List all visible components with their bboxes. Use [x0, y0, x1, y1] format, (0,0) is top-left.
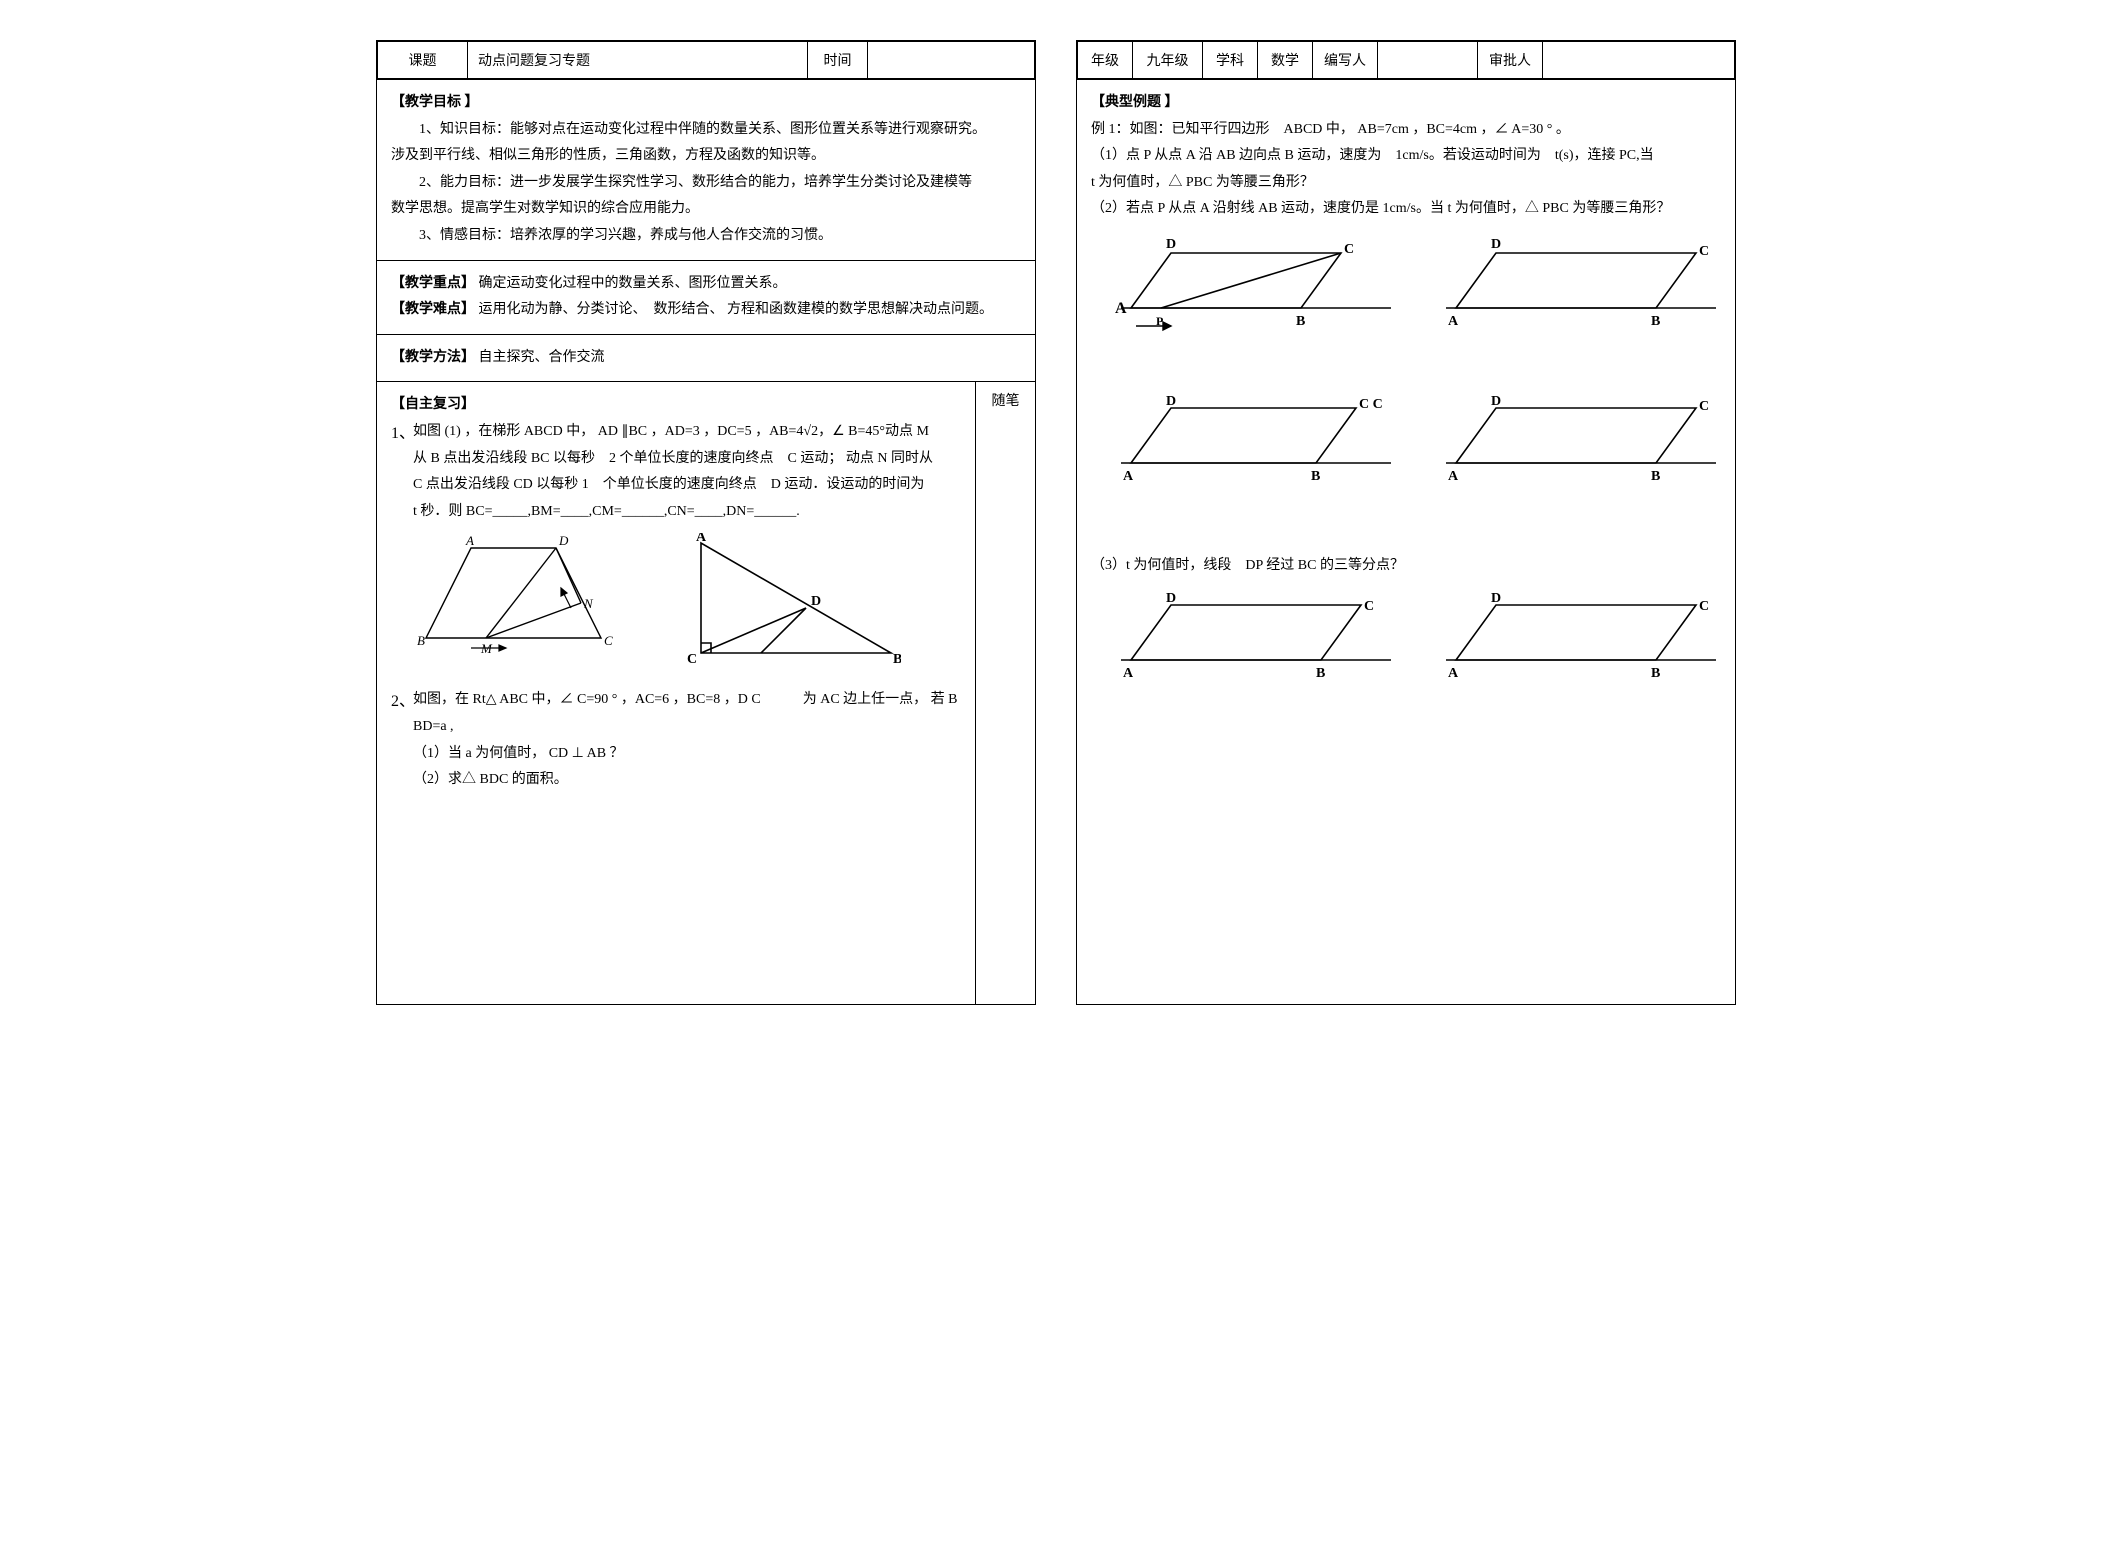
review-title: 【自主复习】	[391, 392, 961, 419]
svg-text:B: B	[1316, 666, 1325, 681]
subject-label: 学科	[1203, 42, 1258, 79]
grade-value: 九年级	[1133, 42, 1203, 79]
svg-text:C: C	[604, 633, 613, 648]
svg-text:B: B	[417, 633, 425, 648]
svg-text:B: B	[1311, 469, 1320, 484]
svg-text:D: D	[1166, 394, 1176, 409]
ex-line3: t 为何值时，△ PBC 为等腰三角形？	[1091, 170, 1721, 197]
right-header-table: 年级 九年级 学科 数学 编写人 审批人	[1077, 41, 1735, 79]
parallelogram-row-2: D C C A B D C A B	[1111, 393, 1721, 493]
svg-text:A: A	[1448, 469, 1459, 484]
svg-text:C: C	[1699, 244, 1709, 259]
method-text: 自主探究、合作交流	[479, 350, 605, 365]
parallelogram-1: D C A B P	[1111, 233, 1396, 343]
svg-text:A: A	[465, 533, 474, 548]
focus-section: 【教学重点】 确定运动变化过程中的数量关系、图形位置关系。 【教学难点】 运用化…	[377, 260, 1035, 334]
svg-text:B: B	[1651, 666, 1660, 681]
parallelogram-2: D C A B	[1436, 233, 1721, 343]
q2-line2: （1）当 a 为何值时， CD ⊥ AB ？	[413, 741, 961, 768]
svg-text:B: B	[1651, 314, 1660, 329]
left-page: 课题 动点问题复习专题 时间 【教学目标 】 1、知识目标：能够对点在运动变化过…	[376, 40, 1036, 1005]
svg-text:A: A	[1123, 666, 1134, 681]
example-section: 【典型例题 】 例 1：如图：已知平行四边形 ABCD 中， AB=7cm ，B…	[1077, 79, 1735, 730]
ex-line1: 例 1：如图：已知平行四边形 ABCD 中， AB=7cm ，BC=4cm ，∠…	[1091, 117, 1721, 144]
q1-line2: 从 B 点出发沿线段 BC 以每秒 2 个单位长度的速度向终点 C 运动； 动点…	[413, 446, 961, 473]
svg-text:D: D	[1491, 237, 1501, 252]
svg-text:B: B	[1651, 469, 1660, 484]
right-page: 年级 九年级 学科 数学 编写人 审批人 【典型例题 】 例 1：如图：已知平行…	[1076, 40, 1736, 1005]
parallelogram-5: D C A B	[1111, 590, 1396, 690]
svg-text:A: A	[1123, 469, 1134, 484]
goals-title: 【教学目标 】	[391, 90, 1021, 117]
ex-q3: （3）t 为何值时，线段 DP 经过 BC 的三等分点？	[1091, 553, 1721, 580]
parallelogram-row-1: D C A B P D C A B	[1111, 233, 1721, 343]
svg-text:D: D	[1166, 237, 1176, 252]
q1-num: 1、	[391, 419, 413, 525]
reviewer-value	[1543, 42, 1735, 79]
note-column: 随笔	[975, 382, 1035, 1003]
svg-text:C: C	[687, 652, 697, 667]
note-label: 随笔	[992, 394, 1020, 409]
svg-text:C: C	[1699, 399, 1709, 414]
svg-text:D: D	[1491, 591, 1501, 606]
svg-text:P: P	[1156, 314, 1163, 328]
ex-line2: （1）点 P 从点 A 沿 AB 边向点 B 运动，速度为 1cm/s。若设运动…	[1091, 143, 1721, 170]
ex-line4: （2）若点 P 从点 A 沿射线 AB 运动，速度仍是 1cm/s。当 t 为何…	[1091, 196, 1721, 223]
grade-label: 年级	[1078, 42, 1133, 79]
author-value	[1378, 42, 1478, 79]
parallelogram-4: D C A B	[1436, 393, 1721, 493]
triangle-figure: A D C B	[641, 533, 901, 683]
parallelogram-3: D C C A B	[1111, 393, 1396, 493]
keypoint-text: 确定运动变化过程中的数量关系、图形位置关系。	[479, 276, 787, 291]
svg-text:C: C	[1699, 599, 1709, 614]
parallelogram-row-3: D C A B D C A B	[1111, 590, 1721, 690]
q1-line1: 如图 (1) ，在梯形 ABCD 中， AD ∥BC ，AD=3 ，DC=5 ，…	[413, 419, 961, 446]
method-label: 【教学方法】	[391, 350, 475, 365]
q2-line1: 如图，在 Rt△ ABC 中，∠ C=90 ° ，AC=6 ，BC=8 ，D C…	[413, 687, 961, 740]
goal-1a: 1、知识目标：能够对点在运动变化过程中伴随的数量关系、图形位置关系等进行观察研究…	[391, 117, 1021, 144]
difficulty-text: 运用化动为静、分类讨论、 数形结合、 方程和函数建模的数学思想解决动点问题。	[479, 302, 994, 317]
topic-value: 动点问题复习专题	[468, 42, 808, 79]
svg-text:B: B	[893, 652, 901, 667]
example-title: 【典型例题 】	[1091, 90, 1721, 117]
svg-text:B: B	[1296, 314, 1305, 329]
svg-text:D: D	[811, 594, 821, 609]
svg-text:A: A	[1448, 666, 1459, 681]
q2-num: 2、	[391, 687, 413, 793]
svg-text:N: N	[583, 596, 594, 611]
svg-text:C C: C C	[1359, 397, 1383, 412]
goals-section: 【教学目标 】 1、知识目标：能够对点在运动变化过程中伴随的数量关系、图形位置关…	[377, 79, 1035, 260]
goal-1b: 涉及到平行线、相似三角形的性质，三角函数，方程及函数的知识等。	[391, 143, 1021, 170]
svg-text:A: A	[1115, 300, 1127, 317]
q1-line4: t 秒．则 BC=_____,BM=____,CM=______,CN=____…	[413, 499, 961, 526]
q1-line3: C 点出发沿线段 CD 以每秒 1 个单位长度的速度向终点 D 运动．设运动的时…	[413, 472, 961, 499]
svg-text:C: C	[1364, 599, 1374, 614]
subject-value: 数学	[1258, 42, 1313, 79]
svg-text:C: C	[1344, 242, 1354, 257]
goal-2a: 2、能力目标：进一步发展学生探究性学习、数形结合的能力，培养学生分类讨论及建模等	[391, 170, 1021, 197]
time-label: 时间	[808, 42, 868, 79]
parallelogram-6: D C A B	[1436, 590, 1721, 690]
svg-text:M: M	[480, 641, 493, 656]
q2-line3: （2）求△ BDC 的面积。	[413, 767, 961, 794]
svg-text:D: D	[558, 533, 569, 548]
reviewer-label: 审批人	[1478, 42, 1543, 79]
difficulty-label: 【教学难点】	[391, 302, 475, 317]
trapezoid-figure: A D B C M N	[411, 533, 621, 663]
svg-text:A: A	[1448, 314, 1459, 329]
goal-3: 3、情感目标：培养浓厚的学习兴趣，养成与他人合作交流的习惯。	[391, 223, 1021, 250]
svg-text:D: D	[1166, 591, 1176, 606]
svg-text:A: A	[696, 533, 707, 545]
svg-text:D: D	[1491, 394, 1501, 409]
method-section: 【教学方法】 自主探究、合作交流	[377, 334, 1035, 382]
topic-label: 课题	[378, 42, 468, 79]
review-section: 【自主复习】 1、 如图 (1) ，在梯形 ABCD 中， AD ∥BC ，AD…	[377, 381, 1035, 1003]
author-label: 编写人	[1313, 42, 1378, 79]
time-value	[868, 42, 1035, 79]
goal-2b: 数学思想。提高学生对数学知识的综合应用能力。	[391, 196, 1021, 223]
keypoint-label: 【教学重点】	[391, 276, 475, 291]
left-header-table: 课题 动点问题复习专题 时间	[377, 41, 1035, 79]
